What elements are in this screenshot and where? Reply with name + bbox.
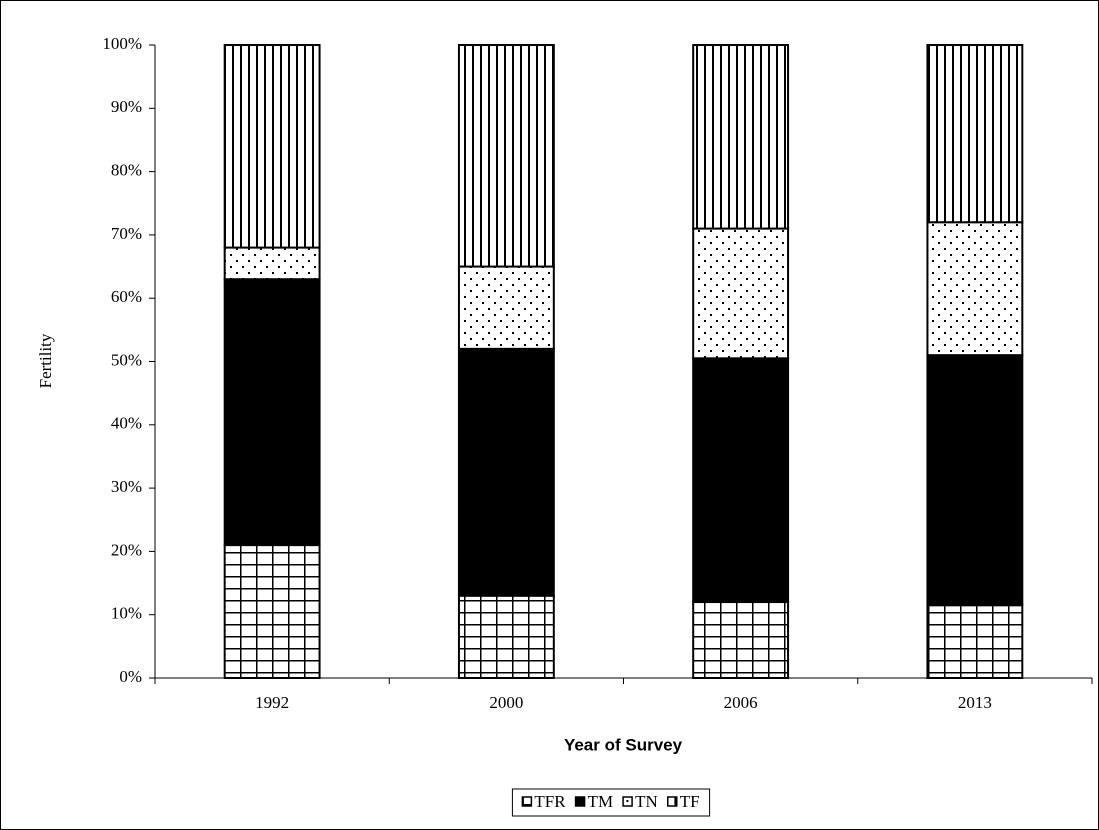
y-tick-label: 50% [111, 350, 142, 369]
bar-segment [457, 594, 555, 680]
bar-segment [692, 357, 790, 604]
legend-label: TF [680, 792, 700, 811]
bar-segment [926, 604, 1024, 680]
x-tick-label: 2000 [489, 693, 523, 712]
bar-segment [457, 44, 555, 268]
legend-swatch [574, 796, 586, 807]
y-tick-label: 0% [119, 667, 142, 686]
bar-segment [926, 44, 1024, 224]
bar-segment [223, 44, 321, 249]
x-tick-label: 1992 [255, 693, 289, 712]
y-tick-label: 20% [111, 540, 142, 559]
legend-swatch [667, 796, 678, 807]
bar-segment [926, 354, 1024, 607]
y-tick-label: 80% [111, 161, 142, 180]
bar-segment [692, 601, 790, 679]
legend-label: TM [588, 792, 614, 811]
bar-segment [692, 227, 790, 360]
y-axis-title: Fertility [36, 333, 55, 388]
bar-segment [223, 278, 321, 547]
x-tick-label: 2006 [724, 693, 758, 712]
y-tick-label: 70% [111, 224, 142, 243]
y-tick-label: 10% [111, 604, 142, 623]
bar-segment [223, 246, 321, 281]
legend: TFR TM TN TF [511, 788, 711, 817]
x-tick-label: 2013 [958, 693, 992, 712]
legend-label: TFR [534, 792, 566, 811]
bar-segment [223, 544, 321, 679]
bar-segment [692, 44, 790, 230]
y-tick-label: 100% [102, 34, 142, 53]
x-axis-title: Year of Survey [564, 735, 683, 754]
legend-swatch [521, 796, 533, 807]
y-tick-label: 60% [111, 287, 142, 306]
legend-label: TN [635, 792, 658, 811]
bar-segment [457, 347, 555, 597]
bar-segment [457, 265, 555, 350]
y-tick-label: 30% [111, 477, 142, 496]
legend-swatch [622, 796, 633, 807]
y-tick-label: 90% [111, 97, 142, 116]
bar-segment [926, 221, 1024, 357]
y-tick-label: 40% [111, 414, 142, 433]
